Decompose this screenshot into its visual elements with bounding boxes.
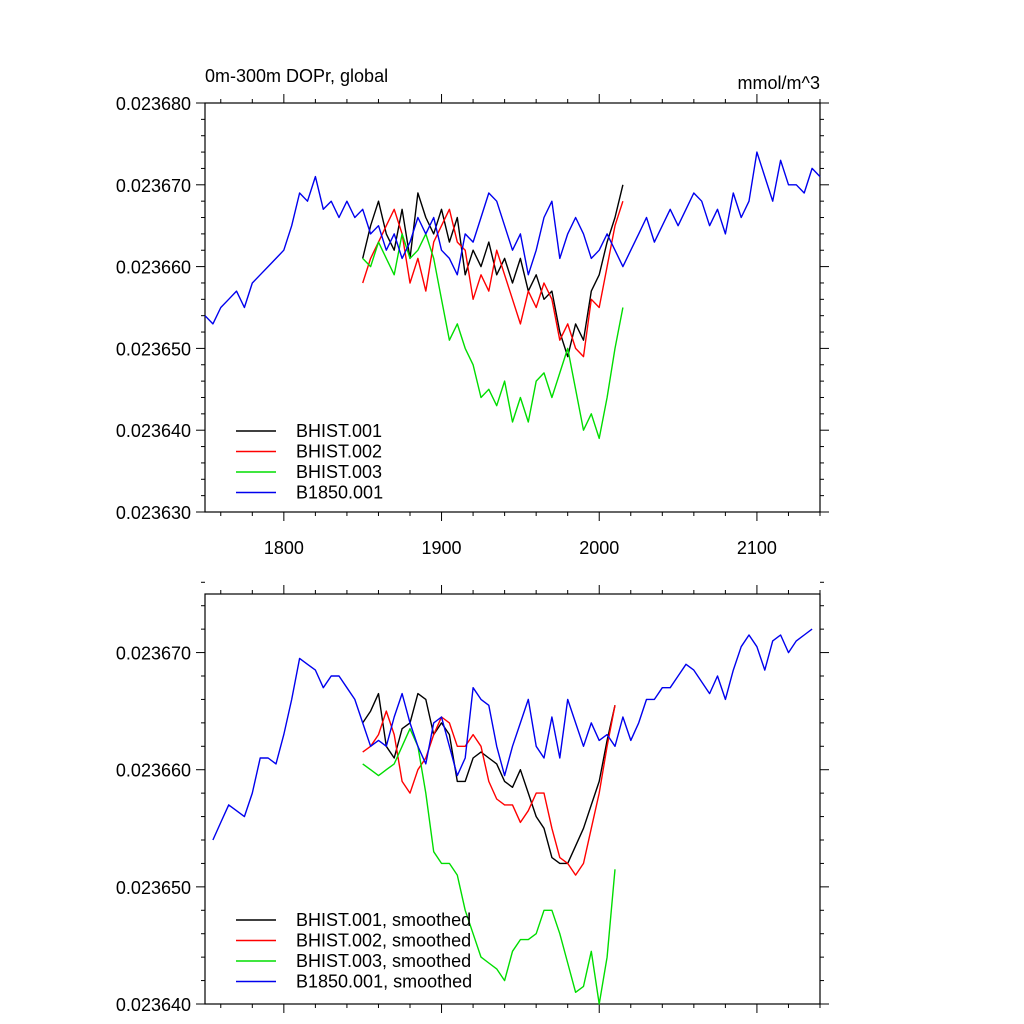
series-line-bhist-002 [362,200,624,358]
chart-title: 0m-300m DOPr, global [205,66,388,86]
y-tick-label: 0.023640 [116,995,191,1015]
x-tick-label: 1900 [422,538,462,558]
y-tick-label: 0.023660 [116,258,191,278]
y-tick-label: 0.023650 [116,339,191,359]
y-tick-label: 0.023680 [116,94,191,114]
y-tick-label: 0.023630 [116,503,191,523]
legend-label: BHIST.001, smoothed [296,910,471,930]
chart-units: mmol/m^3 [738,73,820,93]
y-tick-label: 0.023650 [116,878,191,898]
legend-label: BHIST.003, smoothed [296,951,471,971]
series-line-bhist-003 [362,233,624,440]
legend-label: B1850.001, smoothed [296,972,472,992]
plot-frame [204,593,821,1005]
series-line-b1850-001-smoothed [212,628,813,841]
legend-label: BHIST.002 [296,442,382,462]
series-line-bhist-001 [362,184,624,358]
y-tick-label: 0.023660 [116,761,191,781]
bottom-chart-dopr-smoothed: 0.023640 0.023650 0.023660 0.023670 BHIST.00… [116,581,829,1015]
series-line-bhist-001-smoothed [362,692,616,865]
legend-label: BHIST.003 [296,462,382,482]
series-line-bhist-003-smoothed [362,728,616,1005]
legend-label: BHIST.002, smoothed [296,931,471,951]
plot-frame [204,102,821,513]
x-tick-label: 1800 [264,538,304,558]
y-tick-label: 0.023670 [116,176,191,196]
series-line-bhist-002-smoothed [362,705,616,876]
y-tick-label: 0.023670 [116,644,191,664]
series-line-b1850-001 [204,151,821,325]
x-tick-label: 2000 [579,538,619,558]
y-tick-label: 0.023640 [116,421,191,441]
top-chart-dopr: 1800 1900 2000 2100 0.023630 0.023640 0.023650… [116,66,829,558]
x-tick-label: 2100 [737,538,777,558]
legend-label: B1850.001 [296,483,383,503]
legend-label: BHIST.001 [296,421,382,441]
